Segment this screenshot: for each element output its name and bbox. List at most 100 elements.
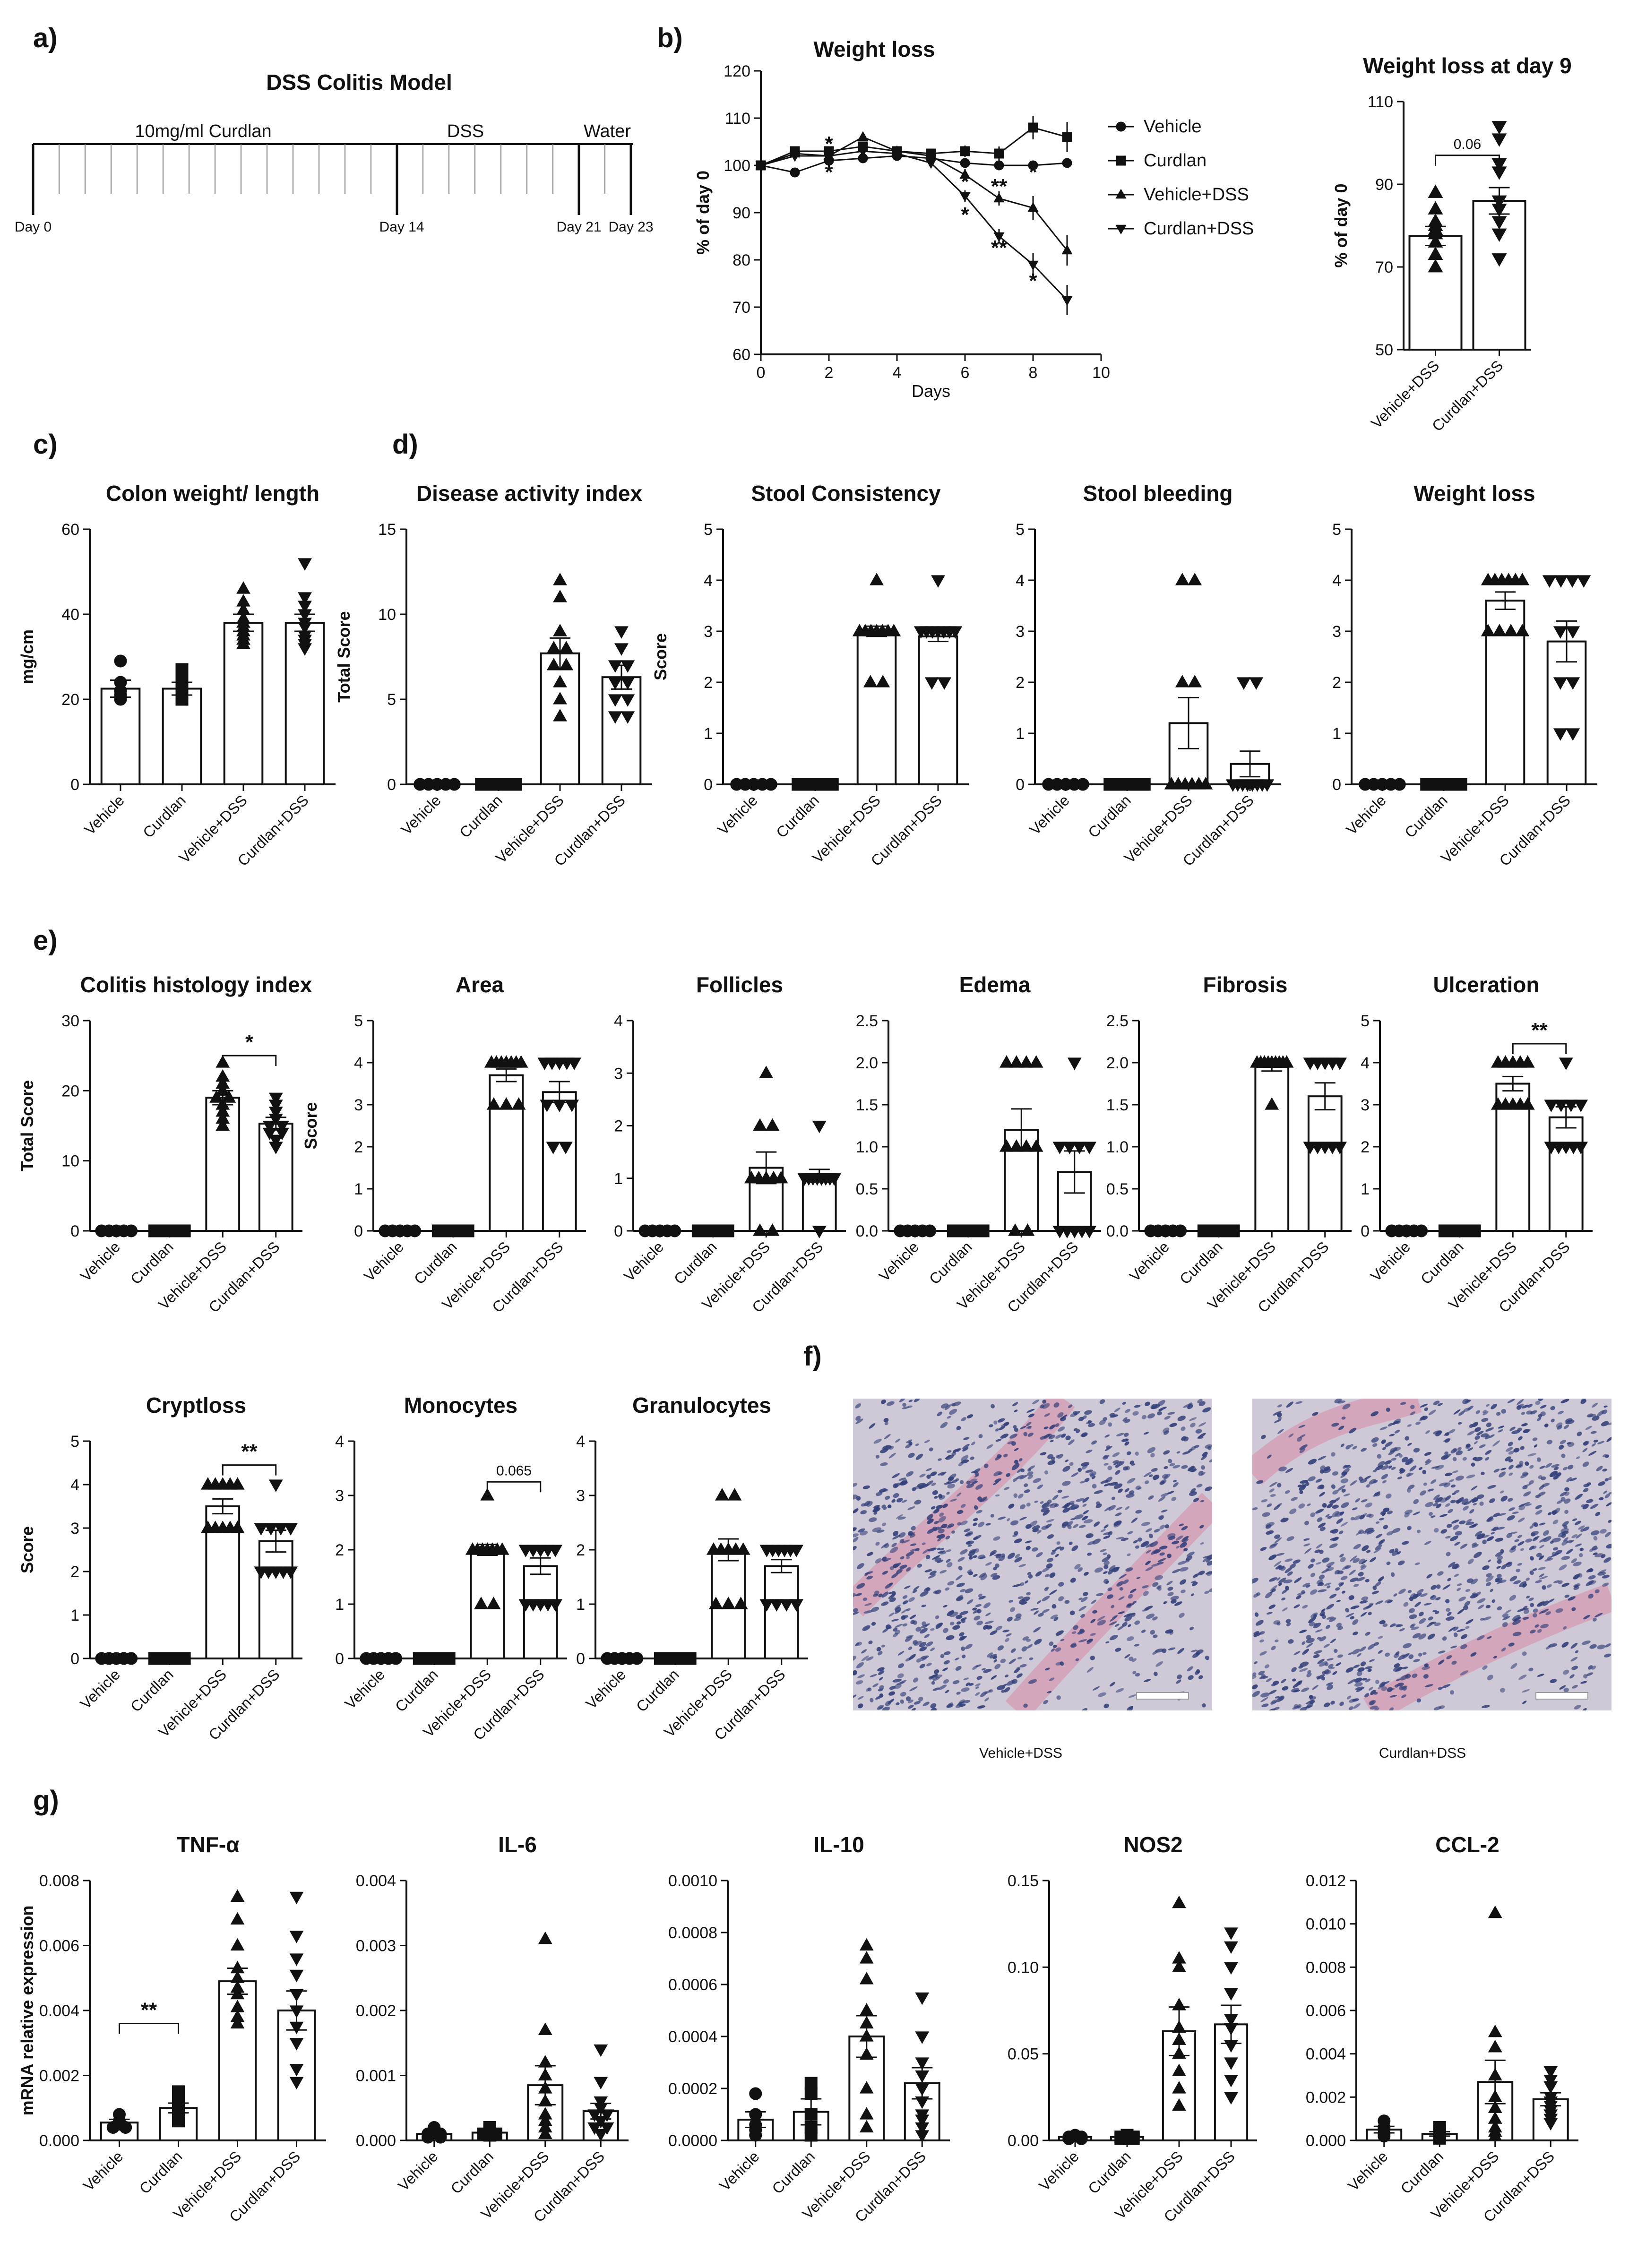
histology-nucleus [924,1634,930,1638]
histology-nucleus [957,1510,964,1514]
d-stool-bar [918,635,958,786]
histology-nucleus [958,1699,965,1705]
histology-nucleus [1583,1526,1590,1531]
histology-nucleus [1410,1405,1415,1409]
histology-nucleus [1317,1485,1324,1489]
b-line-xtick-label: 10 [1092,364,1110,382]
histology-nucleus [1310,1589,1318,1595]
histology-nucleus [1523,1429,1530,1434]
histology-nucleus [1377,1454,1382,1459]
e-area-ytick-label: 2 [354,1138,363,1156]
e-ulc-data-point [1574,1142,1588,1154]
g-tnf-ytick-label: 0.004 [39,2002,79,2020]
histology-nucleus [1313,1654,1320,1658]
histology-nucleus [1148,1533,1153,1538]
weight-loss-line-chart: Weight loss% of day 0Days607080901001101… [693,37,1254,401]
e-ulc-category-label: Vehicle [1367,1238,1413,1284]
histology-nucleus [1450,1500,1456,1503]
histology-nucleus [1150,1541,1158,1547]
histology-nucleus [1319,1574,1325,1580]
histology-nucleus [900,1556,905,1560]
histology-nucleus [1167,1412,1175,1415]
histology-nucleus [962,1700,971,1704]
histology-nucleus [1438,1687,1443,1690]
e-chi-data-point [178,1224,191,1237]
histology-nucleus [932,1687,940,1691]
histology-nucleus [1490,1589,1493,1592]
histology-nucleus [1420,1490,1426,1496]
histology-nucleus [1341,1502,1349,1508]
histology-nucleus [1579,1553,1583,1557]
histology-nucleus [1413,1658,1420,1662]
histology-nucleus [984,1690,992,1694]
histology-nucleus [1057,1489,1062,1493]
histology-nucleus [1148,1474,1153,1478]
e-foll-title: Follicles [696,972,783,997]
e-fib-data-point [1333,1142,1347,1154]
d-stool-ytick-label: 3 [704,623,713,641]
histology-nucleus [1451,1484,1456,1488]
phase-dss: DSS [447,121,484,141]
e-mono-bar [470,1549,505,1659]
histology-nucleus [1326,1624,1331,1629]
histology-nucleus [1464,1601,1471,1606]
histology-nucleus [1592,1416,1600,1421]
histology-nucleus [1037,1530,1042,1534]
histology-nucleus [976,1675,982,1680]
histology-nucleus [1367,1668,1372,1672]
histology-nucleus [1575,1494,1583,1500]
g-il6-ytick-label: 0.003 [356,1937,396,1955]
histology-nucleus [857,1563,864,1569]
histology-nucleus [1373,1547,1382,1554]
histology-nucleus [900,1479,907,1485]
histology-nucleus [889,1566,894,1571]
histology-nucleus [1472,1592,1476,1595]
histology-nucleus [1051,1551,1056,1555]
histology-nucleus [1551,1464,1560,1468]
histology-nucleus [937,1538,941,1542]
histology-nucleus [1288,1433,1294,1438]
histology-nucleus [1434,1528,1439,1533]
histology-nucleus [1557,1500,1563,1504]
histology-nucleus [927,1514,933,1520]
histology-nucleus [1124,1419,1130,1423]
e-crypt-ylabel: Score [17,1526,37,1573]
histology-nucleus [1520,1446,1525,1450]
histology-nucleus [1032,1400,1039,1404]
histology-nucleus [1477,1598,1486,1604]
histology-nucleus [1508,1465,1514,1470]
histology-nucleus [966,1483,974,1488]
histology-nucleus [1561,1556,1570,1560]
histology-nucleus [1289,1564,1296,1569]
g-il10-data-point [859,1951,874,1964]
e-area-data-point [511,1097,526,1110]
histology-nucleus [1118,1461,1125,1466]
c-ytick-label: 0 [70,776,79,794]
histology-nucleus [1129,1589,1137,1593]
histology-nucleus [1170,1596,1179,1600]
histology-nucleus [1259,1676,1268,1679]
histology-nucleus [1462,1505,1469,1511]
histology-nucleus [1318,1589,1327,1592]
histology-nucleus [1594,1589,1600,1594]
histology-nucleus [908,1646,913,1650]
b-line-ytick-label: 60 [733,346,750,364]
histology-nucleus [1150,1630,1155,1635]
g-il6-data-point [538,2022,552,2035]
histology-nucleus [1458,1422,1462,1425]
histology-nucleus [1553,1580,1560,1583]
histology-nucleus [867,1552,874,1556]
histology-nucleus [1152,1582,1159,1587]
d-dai-data-point [608,660,622,673]
b-line-xtick-label: 8 [1029,364,1038,382]
histology-nucleus [1055,1647,1061,1652]
histology-nucleus [1532,1568,1537,1571]
histology-nucleus [1486,1404,1490,1407]
histology-nucleus [1474,1530,1482,1537]
histology-nucleus [1424,1684,1433,1687]
histology-nucleus [1312,1412,1319,1416]
b-line-data-point [755,161,767,172]
histology-nucleus [984,1621,994,1624]
histology-nucleus [1198,1470,1204,1476]
